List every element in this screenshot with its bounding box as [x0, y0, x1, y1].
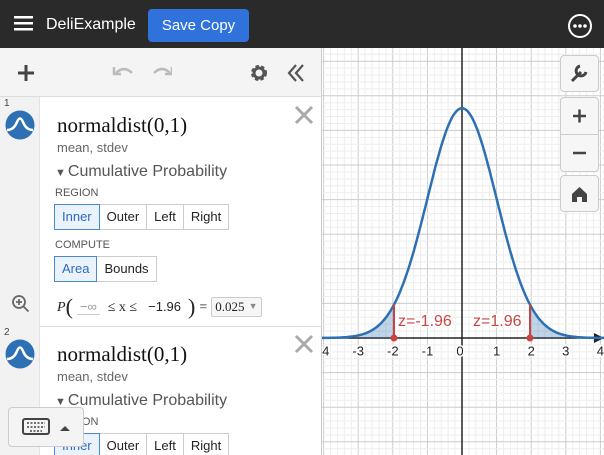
- shaded-tail: [322, 306, 395, 338]
- expression-index: 2: [4, 327, 10, 338]
- more-icon[interactable]: [567, 13, 593, 39]
- parameter-hint: mean, stdev: [57, 369, 128, 384]
- save-button[interactable]: Save Copy: [148, 9, 249, 42]
- expression: 2 normaldist(0,1) mean, stdev ▼ Cumulative P…: [0, 326, 321, 455]
- lower-bound[interactable]: −∞: [76, 299, 100, 315]
- x-tick-label: 1: [493, 343, 500, 358]
- expression-panel: 1 normaldist(0,1) mean, stdev ▼ Cumulative P…: [0, 48, 322, 455]
- expression-gutter: 1: [0, 97, 40, 326]
- paren: (: [65, 294, 73, 319]
- zoom-icon[interactable]: [11, 294, 31, 314]
- section-toggle[interactable]: ▼ Cumulative Probability: [55, 392, 228, 409]
- collapse-icon[interactable]: [286, 63, 306, 83]
- region-option[interactable]: Inner: [54, 204, 100, 230]
- region-option[interactable]: Left: [146, 433, 184, 455]
- distribution-icon: [5, 339, 35, 369]
- formula: normaldist(0,1): [57, 113, 188, 137]
- x-tick-label: -2: [387, 343, 399, 358]
- region-option[interactable]: Right: [182, 433, 230, 455]
- compute-caption: COMPUTE: [55, 239, 110, 251]
- dropdown-arrow: ▼: [248, 301, 258, 311]
- result[interactable]: 0.025 ▼: [211, 297, 262, 317]
- compute-option[interactable]: Area: [54, 256, 98, 282]
- delete-button[interactable]: [294, 105, 314, 125]
- bound-label: z=-1.96: [398, 313, 452, 330]
- relation: ≤ x ≤: [107, 300, 138, 315]
- x-tick-label: -3: [352, 343, 364, 358]
- home-button[interactable]: [560, 175, 599, 212]
- x-tick-label: -4: [322, 343, 329, 358]
- compute-option[interactable]: Bounds: [96, 256, 157, 282]
- keyboard-button[interactable]: [8, 407, 84, 447]
- add-button[interactable]: [16, 63, 36, 83]
- x-tick-label: 0: [456, 343, 463, 358]
- shaded-tail: [529, 304, 604, 338]
- formula: normaldist(0,1): [57, 342, 188, 366]
- parameter-hint: mean, stdev: [57, 140, 128, 155]
- paren: ): [188, 294, 196, 319]
- section-toggle[interactable]: ▼ Cumulative Probability: [55, 163, 228, 180]
- distribution-curve: [322, 106, 604, 340]
- p-symbol: P: [57, 300, 66, 315]
- distribution-icon: [5, 110, 35, 140]
- probability-row: P(−∞ ≤ x ≤ −1.96) = 0.025 ▼: [57, 294, 262, 320]
- bound-label: z=1.96: [473, 313, 522, 330]
- compute-options: Area Bounds: [54, 256, 157, 282]
- equals: =: [199, 300, 208, 315]
- x-tick-label: 3: [562, 343, 569, 358]
- x-tick-label: -1: [422, 343, 434, 358]
- region-option[interactable]: Right: [182, 204, 230, 230]
- menu-icon[interactable]: [14, 16, 34, 32]
- top-bar: DeliExample Save Copy: [0, 0, 604, 48]
- section-title: Cumulative Probability: [67, 163, 228, 180]
- wrench-button[interactable]: [560, 55, 599, 92]
- undo-redo[interactable]: [112, 63, 172, 83]
- region-option[interactable]: Left: [146, 204, 184, 230]
- section-title: Cumulative Probability: [67, 392, 228, 409]
- x-tick-label: 2: [528, 343, 535, 358]
- settings-icon[interactable]: [249, 63, 269, 83]
- region-option[interactable]: Outer: [98, 204, 148, 230]
- expression: 1 normaldist(0,1) mean, stdev ▼ Cumulative P…: [0, 97, 321, 327]
- zoom-buttons[interactable]: [560, 97, 599, 172]
- delete-button[interactable]: [294, 334, 314, 354]
- graph-title: DeliExample: [46, 16, 136, 33]
- graph-paper: -4 -3 -2 -1 0 1 2 3 4 z=-1.96 z=1.96: [322, 48, 604, 455]
- expression-index: 1: [4, 98, 10, 109]
- region-option[interactable]: Outer: [98, 433, 148, 455]
- bound-point: [526, 334, 534, 342]
- region-caption: REGION: [55, 187, 99, 199]
- upper-bound[interactable]: −1.96: [148, 299, 182, 314]
- toolbar: [0, 48, 321, 97]
- bound-point: [390, 334, 398, 342]
- x-tick-label: 4: [597, 343, 604, 358]
